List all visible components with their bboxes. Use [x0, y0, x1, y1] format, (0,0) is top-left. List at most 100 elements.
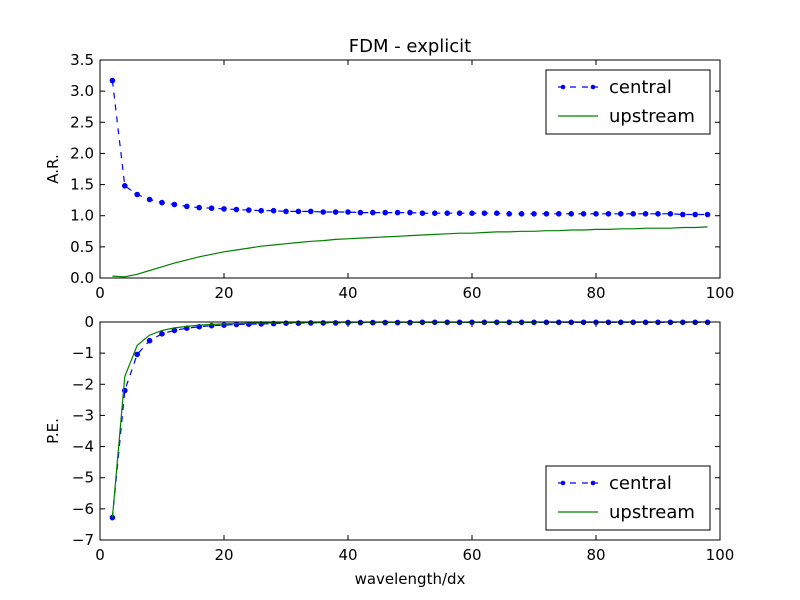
data-point-central — [258, 207, 265, 214]
data-point-central — [667, 211, 674, 217]
legend-label-upstream: upstream — [609, 106, 695, 127]
data-point-central — [394, 209, 401, 216]
x-tick-label: 60 — [462, 546, 481, 564]
x-tick-label: 40 — [338, 284, 357, 302]
y-axis-label: A.R. — [44, 154, 62, 183]
data-point-central — [233, 321, 240, 328]
data-point-central — [171, 201, 178, 208]
data-point-central — [345, 209, 351, 215]
x-tick-label: 40 — [338, 546, 357, 564]
data-point-central — [233, 206, 240, 213]
data-point-central — [308, 208, 314, 215]
data-point-central — [543, 211, 550, 217]
data-point-central — [159, 331, 165, 337]
x-tick-label: 80 — [586, 546, 605, 564]
y-tick-label: −4 — [72, 438, 94, 456]
series-line-upstream — [112, 226, 708, 278]
x-tick-label: 20 — [214, 546, 233, 564]
y-tick-label: 0 — [84, 313, 94, 331]
y-tick-label: −7 — [72, 531, 94, 549]
data-point-central — [283, 208, 289, 215]
plot-border — [99, 59, 721, 279]
data-point-central — [109, 77, 116, 84]
x-tick-label: 0 — [95, 284, 105, 302]
legend-box — [545, 69, 711, 135]
data-point-central — [221, 206, 227, 212]
data-point-central — [518, 211, 525, 217]
y-tick-label: −1 — [72, 344, 94, 362]
data-point-central — [469, 210, 475, 216]
series-group — [109, 77, 711, 278]
y-tick-label: −3 — [72, 406, 94, 424]
legend: central upstream — [545, 465, 711, 531]
legend-label-upstream: upstream — [609, 502, 695, 523]
data-point-central — [208, 205, 215, 211]
data-point-central — [642, 211, 649, 217]
data-point-central — [506, 211, 513, 217]
legend-box — [545, 465, 711, 531]
bottom-subplot: P.E. wavelength/dx 0 20 40 60 80 100 −7 −6 −5 −4 −… — [44, 313, 734, 588]
data-point-central — [370, 209, 376, 216]
y-tick-label: −6 — [72, 500, 94, 518]
data-point-central — [419, 210, 426, 216]
y-tick-label: −2 — [72, 375, 94, 393]
data-point-central — [481, 210, 488, 216]
data-point-central — [146, 196, 153, 203]
data-point-central — [580, 211, 587, 217]
data-point-central — [382, 209, 389, 216]
y-tick-label: 1.0 — [70, 207, 94, 225]
data-point-central — [270, 207, 277, 214]
data-point-central — [556, 211, 562, 217]
x-tick-label: 0 — [95, 546, 105, 564]
legend-marker-central — [560, 84, 566, 90]
data-point-central — [134, 191, 140, 198]
data-point-central — [320, 209, 327, 215]
data-point-central — [246, 207, 252, 213]
x-tick-label: 60 — [462, 284, 481, 302]
data-point-central — [184, 203, 190, 210]
y-tick-label: 2.0 — [70, 144, 94, 162]
data-point-central — [494, 210, 500, 216]
data-point-central — [196, 204, 202, 211]
data-point-central — [134, 351, 140, 358]
data-point-central — [593, 211, 599, 217]
y-tick-label: 0.5 — [70, 238, 94, 256]
y-tick-label: 3.0 — [70, 82, 94, 100]
data-point-central — [332, 209, 339, 215]
x-tick-label: 80 — [586, 284, 605, 302]
legend-marker-central — [590, 480, 596, 486]
legend: central upstream — [545, 69, 711, 135]
x-tick-label: 20 — [214, 284, 233, 302]
top-subplot: FDM - explicit A.R. 0 20 40 60 80 100 0.0 0.5 1.… — [44, 36, 734, 302]
x-tick-label: 100 — [706, 546, 735, 564]
x-axis-label: wavelength/dx — [355, 570, 466, 588]
legend-marker-central — [560, 480, 566, 486]
data-point-central — [432, 210, 438, 216]
data-point-central — [680, 211, 686, 218]
y-tick-label: 1.5 — [70, 176, 94, 194]
y-tick-label: 0.0 — [70, 269, 94, 287]
data-point-central — [456, 210, 463, 216]
data-point-central — [605, 211, 612, 217]
data-point-central — [122, 183, 128, 189]
y-axis-label: P.E. — [44, 418, 62, 444]
data-point-central — [407, 209, 413, 216]
data-point-central — [568, 211, 575, 217]
data-point-central — [295, 208, 302, 215]
chart-title: FDM - explicit — [349, 36, 471, 57]
y-tick-label: −5 — [72, 469, 94, 487]
tick-group: 0 20 40 60 80 100 −7 −6 −5 −4 −3 −2 −1 0 — [72, 313, 734, 564]
data-point-central — [630, 211, 637, 217]
data-point-central — [159, 199, 165, 206]
plot-border — [99, 321, 721, 541]
data-point-central — [146, 337, 153, 344]
data-point-central — [531, 211, 537, 217]
tick-group: 0 20 40 60 80 100 0.0 0.5 1.0 1.5 2.0 2.5 3.0 3.5 — [70, 51, 734, 302]
data-point-central — [357, 209, 364, 216]
legend-label-central: central — [609, 473, 672, 494]
y-tick-label: 2.5 — [70, 113, 94, 131]
data-point-central — [655, 211, 661, 217]
legend-label-central: central — [609, 77, 672, 98]
y-tick-label: 3.5 — [70, 51, 94, 69]
